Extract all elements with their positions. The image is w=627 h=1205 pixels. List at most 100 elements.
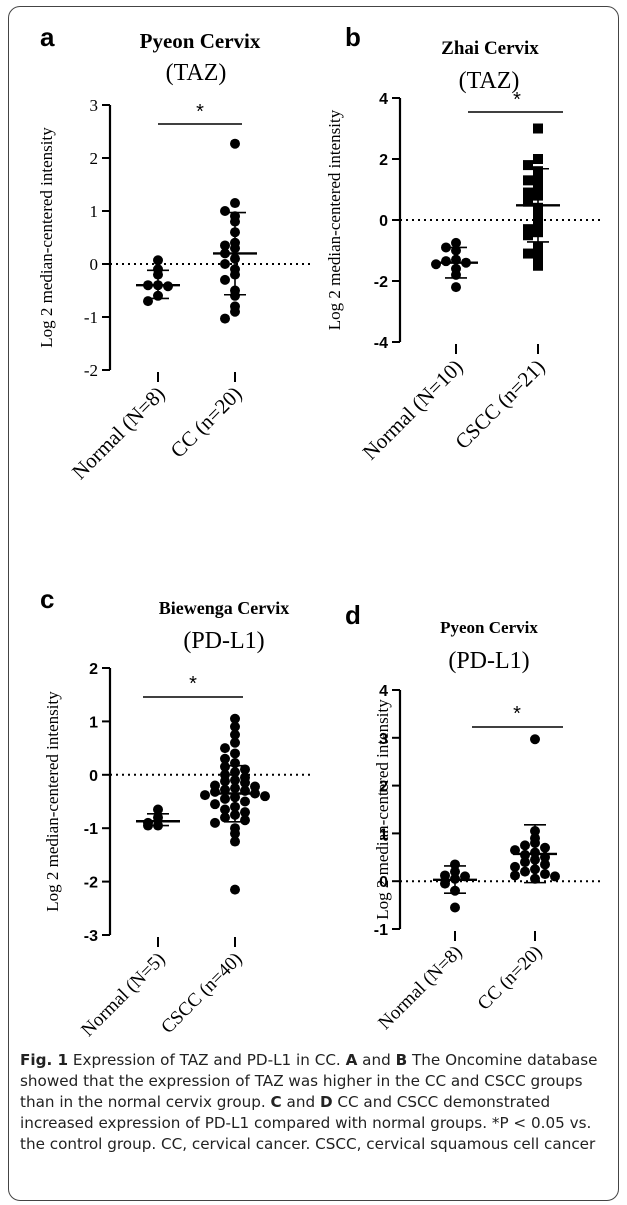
data-point xyxy=(440,870,450,881)
y-axis-label: Log 2 median-centered intensity xyxy=(43,691,62,912)
significance-star: * xyxy=(513,703,521,725)
data-point xyxy=(230,737,240,748)
data-point xyxy=(240,796,250,807)
y-tick-label: 1 xyxy=(379,826,388,843)
caption-text: The Oncomine database showed that the ex… xyxy=(20,1051,598,1111)
category-label: CC (n=20) xyxy=(166,382,247,463)
data-point xyxy=(220,793,230,804)
y-tick-label: 2 xyxy=(90,149,99,168)
y-tick-label: 2 xyxy=(379,152,388,169)
data-point xyxy=(220,240,230,251)
category-label: Normal (N=5) xyxy=(77,949,169,1041)
data-point xyxy=(153,255,163,266)
panel-label: b xyxy=(345,22,361,52)
chart-subtitle: (PD-L1) xyxy=(183,628,264,654)
significance-star: * xyxy=(196,101,204,123)
data-point xyxy=(230,198,240,209)
y-tick-label: -2 xyxy=(84,361,98,380)
y-tick-label: 2 xyxy=(379,779,388,796)
y-tick-label: -4 xyxy=(374,335,388,352)
data-point xyxy=(230,729,240,740)
data-point xyxy=(230,721,240,732)
chart-subtitle: (PD-L1) xyxy=(448,648,529,674)
figure-frame xyxy=(8,6,619,1201)
data-point xyxy=(533,154,543,164)
data-point xyxy=(220,313,230,324)
y-tick-label: -1 xyxy=(374,922,388,939)
y-tick-label: 0 xyxy=(379,213,388,230)
data-point xyxy=(230,748,240,759)
y-tick-label: -1 xyxy=(84,308,98,327)
panel-b: b Zhai Cervix (TAZ) -4 -2 0 2 4 Log 2 median-cen… xyxy=(325,22,600,464)
data-point xyxy=(540,869,550,880)
significance-star: * xyxy=(513,89,521,111)
data-point xyxy=(260,791,270,802)
data-point xyxy=(523,248,533,259)
caption-panel-ref: C xyxy=(270,1093,282,1111)
caption-text: CC and CSCC demonstrated increased expre… xyxy=(20,1093,596,1153)
y-tick-label: 0 xyxy=(90,255,99,274)
panel-label: c xyxy=(40,584,54,614)
caption-text: and xyxy=(281,1093,320,1111)
panel-label: d xyxy=(345,600,361,630)
data-point xyxy=(523,196,533,207)
data-point xyxy=(451,282,461,293)
data-point xyxy=(210,799,220,810)
caption-text: and xyxy=(357,1051,396,1069)
data-point xyxy=(220,743,230,754)
data-point xyxy=(451,237,461,248)
data-point xyxy=(230,138,240,149)
data-point xyxy=(230,828,240,839)
category-label: CC (n=20) xyxy=(474,942,547,1015)
y-axis-label: Log 2 median-centered intensity xyxy=(325,109,344,330)
data-point xyxy=(240,764,250,775)
data-point xyxy=(520,840,530,851)
y-tick-label: -3 xyxy=(84,928,98,945)
data-point xyxy=(240,815,250,826)
data-point xyxy=(450,859,460,870)
y-tick-label: -2 xyxy=(84,875,98,892)
data-point xyxy=(520,866,530,877)
y-tick-label: -1 xyxy=(84,821,98,838)
data-point xyxy=(220,274,230,285)
data-point xyxy=(520,857,530,868)
data-point xyxy=(210,817,220,828)
chart-title: Zhai Cervix xyxy=(441,38,539,59)
data-point xyxy=(220,784,230,795)
panel-a: a Pyeon Cervix (TAZ) -2 -1 0 1 2 3 Log 2 median-c… xyxy=(37,22,310,484)
data-point xyxy=(240,777,250,788)
data-point xyxy=(523,224,533,235)
data-point xyxy=(523,230,533,241)
y-tick-label: 3 xyxy=(90,96,99,115)
y-axis-label: Log 2 median-centered intensity xyxy=(37,127,56,348)
category-label: CSCC (n=40) xyxy=(157,949,246,1038)
data-point xyxy=(230,713,240,724)
y-tick-label: 1 xyxy=(89,714,98,731)
data-point xyxy=(450,902,460,913)
chart-subtitle: (TAZ) xyxy=(166,60,227,86)
y-tick-label: 4 xyxy=(379,683,388,700)
y-tick-label: -2 xyxy=(374,274,388,291)
data-point xyxy=(550,871,560,882)
data-point xyxy=(210,786,220,797)
data-point xyxy=(510,845,520,856)
y-axis-label: Log 2 median-centered intensity xyxy=(373,699,392,920)
chart-title: Pyeon Cervix xyxy=(140,29,261,53)
data-point xyxy=(530,734,540,745)
caption-fig-label: Fig. 1 xyxy=(20,1051,69,1069)
y-tick-label: 1 xyxy=(90,202,99,221)
caption-panel-ref: B xyxy=(395,1051,408,1069)
category-label: Normal (N=8) xyxy=(374,942,466,1034)
data-point xyxy=(153,804,163,815)
data-point xyxy=(230,290,240,301)
data-point xyxy=(533,251,543,262)
data-point xyxy=(540,842,550,853)
data-point xyxy=(220,753,230,764)
data-point xyxy=(540,859,550,870)
figure-caption: Fig. 1 Expression of TAZ and PD-L1 in CC… xyxy=(20,1050,610,1155)
caption-body: Expression of TAZ and PD-L1 in CC. A and… xyxy=(20,1051,598,1153)
data-point xyxy=(533,123,543,134)
y-tick-label: 3 xyxy=(379,731,388,748)
